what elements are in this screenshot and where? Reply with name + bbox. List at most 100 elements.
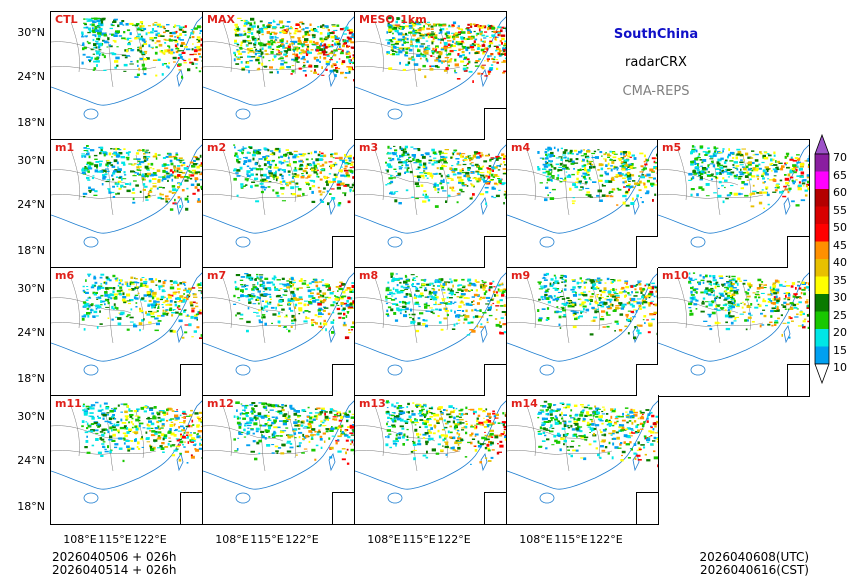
colorbar-segment [815,346,829,364]
taiwan-island [328,69,336,88]
province-border [222,149,232,201]
radar-echo-field [688,272,809,339]
province-border [526,405,536,457]
radar-echo-field [385,272,506,336]
latitude-tick-label: 30°N [17,154,45,167]
hainan-island [387,236,403,248]
panel-label: m14 [511,397,538,410]
province-border [439,154,448,203]
map-panel: m14 [506,395,659,525]
taiwan-island [783,325,791,344]
coastline [203,144,354,234]
longitude-tick-label: 122°E [285,533,319,546]
latitude-tick-label: 18°N [17,116,45,129]
longitude-tick-label: 108°E [215,533,249,546]
colorbar-max-extend [814,134,830,155]
province-border [409,287,418,344]
coastline [203,400,354,490]
latitude-tick-label: 24°N [17,454,45,467]
map-panel: m12 [202,395,355,525]
radar-map [203,144,354,248]
radar-echo-field [385,145,506,208]
province-border [658,322,764,327]
radar-map [51,400,202,504]
panel-label: m3 [359,141,379,154]
province-border [203,169,284,186]
valid-time-utc: 2026040608(UTC) [699,550,810,564]
radar-map [658,144,809,248]
coastline [355,144,506,234]
panel-label: CTL [55,13,78,26]
latitude-tick-label: 30°N [17,26,45,39]
south-china-sea-inset [332,236,354,268]
colorbar [814,134,830,385]
longitude-tick-label: 122°E [133,533,167,546]
coastline [658,144,809,234]
map-panel: CTL [50,11,203,141]
valid-time-cst: 2026040616(CST) [699,563,809,577]
radar-echo-field [385,400,506,465]
radar-map [51,144,202,248]
init-time-cst: 2026040514 + 026h [52,563,177,577]
province-border [409,159,418,216]
map-panel: m1 [50,139,203,269]
province-border [374,277,384,329]
province-border [51,169,132,186]
radar-echo-field [537,400,658,468]
province-border [742,154,751,203]
hainan-island [83,364,99,376]
panel-label: m1 [55,141,75,154]
hainan-island [690,236,706,248]
south-china-sea-inset [484,492,506,524]
colorbar-segment [815,276,829,294]
radar-map [355,272,506,376]
colorbar-segment [815,241,829,259]
latitude-tick-label: 24°N [17,70,45,83]
province-border [70,21,80,73]
province-border [51,450,157,455]
province-border [507,297,588,314]
province-border [526,277,536,329]
colorbar-segment [815,329,829,347]
province-border [526,149,536,201]
province-border [355,194,461,199]
panel-label: m8 [359,269,379,282]
longitude-tick-label: 108°E [519,533,553,546]
colorbar-min-extend [814,363,830,385]
south-china-sea-inset [180,108,202,140]
colorbar-tick-label: 50 [833,221,847,234]
map-panel: m5 [657,139,810,269]
radar-echo-field [385,16,506,83]
colorbar-segment [815,171,829,189]
radar-echo-field [688,145,809,210]
latitude-tick-label: 30°N [17,282,45,295]
colorbar-segment [815,154,829,172]
coastline [51,16,202,106]
province-border [70,277,80,329]
longitude-tick-label: 115°E [554,533,588,546]
south-china-sea-inset [180,236,202,268]
coastline [355,16,506,106]
map-panel: m8 [354,267,507,397]
province-border [203,450,309,455]
longitude-tick-label: 108°E [63,533,97,546]
map-panel: MAX [202,11,355,141]
south-china-sea-inset [636,236,658,268]
colorbar-tick-label: 20 [833,326,847,339]
longitude-tick-label: 108°E [367,533,401,546]
south-china-sea-inset [180,364,202,396]
hainan-island [83,236,99,248]
colorbar-tick-label: 45 [833,238,847,252]
province-border [561,287,570,344]
province-border [507,322,613,327]
province-border [355,169,436,186]
province-border [105,31,114,88]
taiwan-island [632,197,640,216]
hainan-island [539,236,555,248]
province-border [409,31,418,88]
province-border [203,425,284,442]
colorbar-tick-label: 40 [833,256,847,269]
hainan-island [539,492,555,504]
hainan-island [387,108,403,120]
colorbar-segment [815,206,829,224]
